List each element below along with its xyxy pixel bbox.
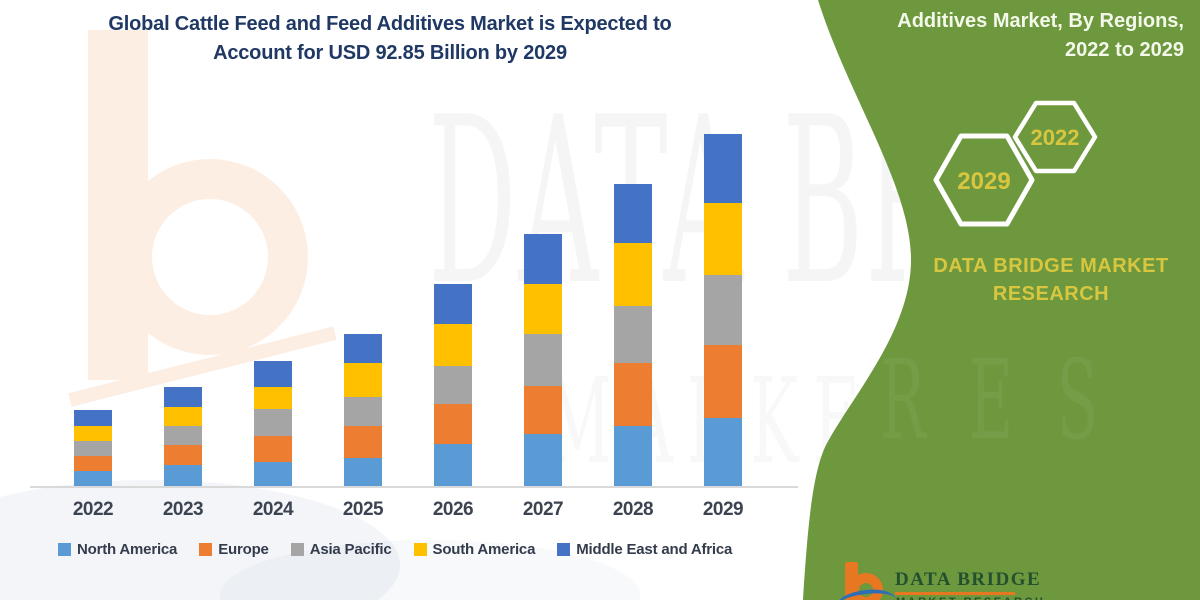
bar-segment-2024-asia-pacific <box>254 409 292 436</box>
bar-segment-2023-south-america <box>164 407 202 426</box>
legend-label: North America <box>77 541 178 558</box>
bar-segment-2028-middle-east-and-africa <box>614 184 652 243</box>
bar-segment-2024-europe <box>254 435 292 463</box>
legend-swatch-icon <box>290 543 304 556</box>
bar-segment-2025-asia-pacific <box>344 397 382 427</box>
bar-segment-2029-middle-east-and-africa <box>704 133 742 203</box>
x-axis-label-2024: 2024 <box>252 499 294 520</box>
bar-segment-2022-europe <box>74 455 112 471</box>
legend-label: Asia Pacific <box>309 541 392 558</box>
bar-segment-2027-south-america <box>524 284 562 335</box>
brand-text-line2: RESEARCH <box>992 283 1110 305</box>
bar-segment-2026-south-america <box>434 324 472 366</box>
legend-label: South America <box>432 541 536 558</box>
hexagon-2029 <box>933 133 1035 227</box>
panel-heading-line1: Additives Market, By Regions, <box>897 10 1184 32</box>
x-axis-label-2026: 2026 <box>432 499 474 520</box>
bar-segment-2026-europe <box>434 404 472 445</box>
bar-segment-2022-south-america <box>74 425 112 442</box>
hexagon-2022-label: 2022 <box>1031 125 1080 150</box>
bar-segment-2028-europe <box>614 362 652 427</box>
legend-item-north-america: North America <box>58 541 177 558</box>
bar-segment-2023-asia-pacific <box>164 425 202 446</box>
legend-label: Middle East and Africa <box>576 541 733 558</box>
bar-segment-2028-asia-pacific <box>614 305 652 363</box>
bar-segment-2026-north-america <box>434 444 472 486</box>
x-axis-label-2029: 2029 <box>702 499 744 520</box>
bar-segment-2022-north-america <box>74 470 112 486</box>
bar-segment-2024-north-america <box>254 462 292 486</box>
panel-heading-line2: 2022 to 2029 <box>1065 39 1184 61</box>
bar-segment-2027-europe <box>524 385 562 435</box>
legend-label: Europe <box>218 541 269 558</box>
bar-segment-2022-middle-east-and-africa <box>74 409 112 426</box>
bar-segment-2027-middle-east-and-africa <box>524 234 562 285</box>
legend-item-asia-pacific: Asia Pacific <box>290 541 392 558</box>
panel-heading: Additives Market, By Regions, 2022 to 20… <box>764 7 1184 65</box>
x-axis-label-2027: 2027 <box>522 499 564 520</box>
bar-segment-2028-south-america <box>614 242 652 306</box>
legend-item-south-america: South America <box>413 541 536 558</box>
bar-segment-2029-north-america <box>704 417 742 486</box>
brand-text: DATA BRIDGE MARKET RESEARCH <box>921 252 1181 308</box>
bar-segment-2023-europe <box>164 445 202 466</box>
hexagon-2022 <box>1012 100 1098 174</box>
bar-segment-2023-north-america <box>164 465 202 486</box>
bar-segment-2025-south-america <box>344 362 382 398</box>
chart-title-line1: Global Cattle Feed and Feed Additives Ma… <box>108 13 672 35</box>
green-panel-shape <box>803 0 1200 600</box>
bar-segment-2029-europe <box>704 344 742 418</box>
legend-swatch-icon <box>557 543 571 556</box>
bar-segment-2027-north-america <box>524 434 562 486</box>
hexagon-2029-label: 2029 <box>957 168 1010 195</box>
bar-segment-2025-north-america <box>344 457 382 486</box>
brand-text-line1: DATA BRIDGE MARKET <box>933 255 1169 277</box>
chart-legend: North America Europe Asia Pacific South Ame… <box>58 541 732 558</box>
watermark-on-green: R E S <box>880 336 1111 464</box>
x-axis-label-2025: 2025 <box>342 499 384 520</box>
bar-segment-2027-asia-pacific <box>524 334 562 386</box>
x-axis-label-2023: 2023 <box>162 499 204 520</box>
chart-title-line2: Account for USD 92.85 Billion by 2029 <box>213 42 567 64</box>
bar-segment-2022-asia-pacific <box>74 441 112 456</box>
legend-item-middle-east-and-africa: Middle East and Africa <box>557 541 732 558</box>
legend-swatch-icon <box>199 543 213 556</box>
bar-segment-2029-asia-pacific <box>704 274 742 345</box>
x-axis-label-2028: 2028 <box>612 499 654 520</box>
legend-swatch-icon <box>413 543 427 556</box>
bar-segment-2025-europe <box>344 426 382 458</box>
chart-title: Global Cattle Feed and Feed Additives Ma… <box>35 10 745 68</box>
bar-segment-2029-south-america <box>704 202 742 275</box>
bar-segment-2026-middle-east-and-africa <box>434 283 472 325</box>
legend-swatch-icon <box>58 543 71 556</box>
x-axis-label-2022: 2022 <box>72 499 114 520</box>
bar-segment-2028-north-america <box>614 426 652 486</box>
bar-segment-2025-middle-east-and-africa <box>344 333 382 363</box>
x-axis-line <box>30 486 798 488</box>
bar-segment-2026-asia-pacific <box>434 365 472 405</box>
legend-item-europe: Europe <box>199 541 269 558</box>
